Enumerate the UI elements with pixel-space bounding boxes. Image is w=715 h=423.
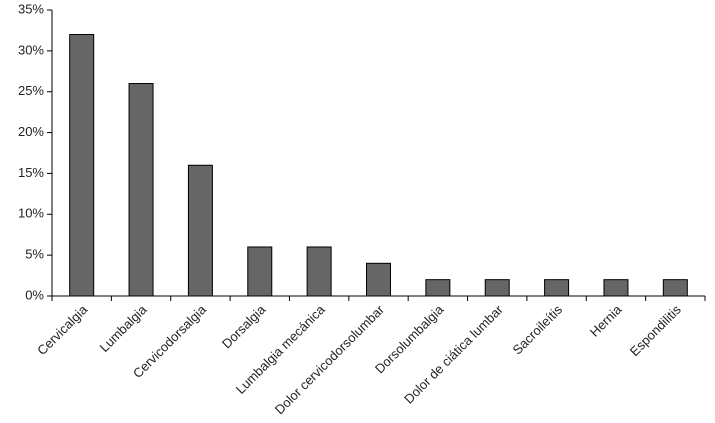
y-tick-label: 25% <box>18 83 44 98</box>
y-tick-label: 20% <box>18 124 44 139</box>
x-tick-label: Dorsalgia <box>219 301 269 351</box>
bar <box>603 279 629 297</box>
y-tick-label: 5% <box>25 247 44 262</box>
x-tick-label: Dolor cervicodorsolumbar <box>272 301 388 417</box>
bar <box>544 279 570 297</box>
bar <box>425 279 451 297</box>
bar <box>366 262 391 297</box>
bar <box>306 246 332 297</box>
bar <box>69 34 95 297</box>
bar <box>247 246 273 297</box>
y-tick-label: 30% <box>18 42 44 57</box>
y-tick-label: 35% <box>18 1 44 16</box>
bar <box>187 164 213 297</box>
y-tick-label: 15% <box>18 165 44 180</box>
bar <box>662 279 688 297</box>
x-tick-label: Hernia <box>587 301 625 339</box>
y-tick-label: 10% <box>18 206 44 221</box>
x-tick-label: Sacroileítis <box>510 302 566 358</box>
y-tick-label: 0% <box>25 287 44 302</box>
x-tick-label: Dolor de ciática lumbar <box>401 301 506 406</box>
bar <box>484 279 510 297</box>
x-tick-label: Lumbalgia <box>97 301 151 355</box>
x-tick-label: Cervicalgia <box>34 301 91 358</box>
bar <box>128 83 154 297</box>
x-tick-label: Espondilitis <box>627 302 684 359</box>
